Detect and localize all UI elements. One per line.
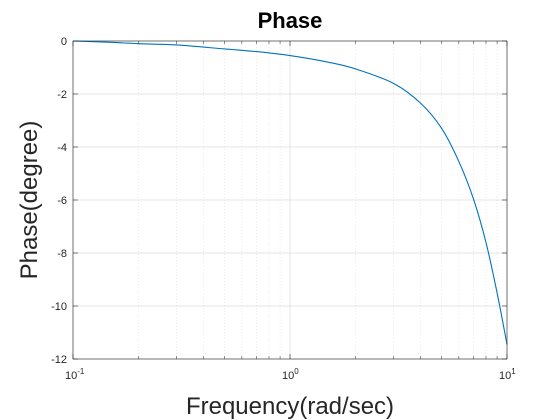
y-tick-label: -10	[51, 301, 67, 313]
x-tick-label: 10-1	[65, 367, 85, 382]
x-tick-base: 10	[65, 370, 77, 382]
x-axis-label: Frequency(rad/sec)	[186, 393, 394, 420]
y-tick-label: -2	[57, 89, 67, 101]
series-layer	[72, 40, 508, 345]
tick-marks	[72, 40, 508, 360]
x-tick-exponent: -1	[77, 367, 85, 376]
chart-title: Phase	[258, 8, 323, 33]
x-tick-exponent: 0	[294, 367, 299, 376]
y-tick-label: 0	[61, 36, 67, 48]
y-tick-label: -4	[57, 142, 67, 154]
x-tick-base: 10	[282, 370, 294, 382]
x-tick-exponent: 1	[511, 367, 516, 376]
y-tick-label: -6	[57, 195, 67, 207]
x-tick-label: 100	[282, 367, 299, 382]
y-tick-label: -8	[57, 248, 67, 260]
phase-series-line	[72, 40, 508, 345]
y-axis-label: Phase(degree)	[16, 121, 43, 280]
x-tick-label: 101	[499, 367, 516, 382]
x-tick-base: 10	[499, 370, 511, 382]
y-tick-label: -12	[51, 354, 67, 366]
